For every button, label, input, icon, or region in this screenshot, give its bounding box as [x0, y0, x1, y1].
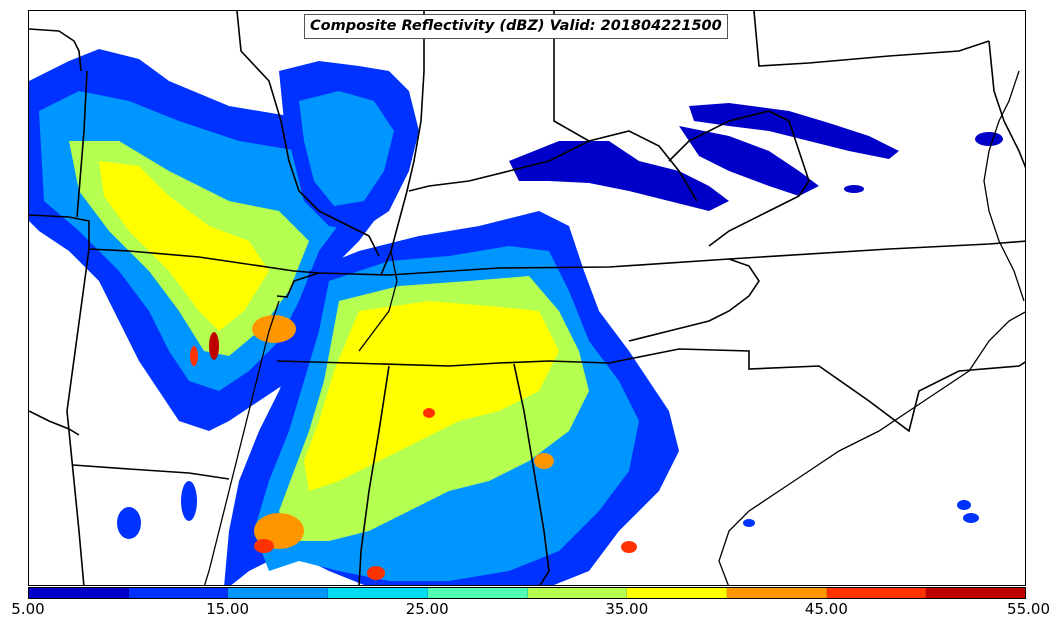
- echo-cell-red-3: [254, 539, 274, 553]
- echo-north-band-1: [689, 103, 899, 159]
- boundary-line: [380, 11, 425, 276]
- colorbar-segment-3: [328, 588, 428, 598]
- coastline: [983, 70, 1025, 302]
- boundary-line: [553, 11, 590, 142]
- colorbar-segment-4: [427, 588, 528, 598]
- boundary-line: [76, 70, 88, 218]
- map-title: Composite Reflectivity (dBZ) Valid: 2018…: [304, 14, 728, 39]
- echo-north-band-4-inner: [299, 91, 394, 206]
- colorbar-segment-9: [926, 588, 1026, 598]
- boundary-line: [66, 248, 90, 585]
- echo-cell-orange-3: [534, 453, 554, 469]
- echo-north-band-3: [679, 126, 819, 196]
- colorbar: [28, 587, 1026, 599]
- boundary-line: [276, 348, 1025, 433]
- echo-cell-red-5: [423, 408, 435, 418]
- echo-small-1: [957, 500, 971, 510]
- boundary-line: [358, 365, 390, 585]
- coastline: [358, 250, 398, 352]
- echo-central-band-hot: [304, 301, 559, 491]
- colorbar-tick-label: 15.00: [206, 600, 250, 618]
- boundary-line: [29, 410, 80, 436]
- echo-small-5: [117, 507, 141, 539]
- echo-small-7: [743, 519, 755, 527]
- colorbar-tick-label: 35.00: [605, 600, 649, 618]
- boundary-line: [513, 363, 550, 585]
- echo-west-band-hot: [99, 161, 269, 331]
- echo-cell-red-2: [190, 346, 198, 366]
- echo-small-4: [844, 185, 864, 193]
- colorbar-segment-7: [726, 588, 827, 598]
- coastline: [718, 311, 1025, 585]
- boundary-line: [988, 40, 1025, 169]
- colorbar-segment-8: [826, 588, 927, 598]
- colorbar-segment-6: [627, 588, 727, 598]
- echo-cell-red-1: [209, 332, 219, 360]
- colorbar-segment-5: [527, 588, 628, 598]
- boundary-line: [408, 130, 698, 202]
- colorbar-tick-label: 55.00: [1007, 600, 1050, 618]
- echo-cell-orange-1: [252, 315, 296, 343]
- boundary-line: [29, 28, 82, 72]
- echo-cell-red-6: [621, 541, 637, 553]
- boundary-line: [753, 11, 990, 67]
- colorbar-segment-2: [228, 588, 329, 598]
- boundary-line: [72, 464, 230, 480]
- colorbar-tick-label: 25.00: [405, 600, 449, 618]
- echo-cell-red-4: [367, 566, 385, 580]
- coastline: [203, 300, 280, 585]
- map-panel: [28, 10, 1026, 586]
- colorbar-tick-label: 5.00: [11, 600, 45, 618]
- colorbar-segment-0: [29, 588, 129, 598]
- colorbar-tick-label: 45.00: [804, 600, 848, 618]
- boundary-line: [236, 11, 380, 257]
- boundary-line: [668, 110, 810, 247]
- boundary-line: [276, 272, 320, 298]
- reflectivity-map: [29, 11, 1025, 585]
- state-boundaries: [29, 11, 1025, 585]
- echo-north-band-2: [509, 141, 729, 211]
- colorbar-segment-1: [128, 588, 229, 598]
- coastlines: [203, 70, 1025, 585]
- echo-small-6: [181, 481, 197, 521]
- echo-small-2: [963, 513, 979, 523]
- boundary-line: [628, 258, 760, 342]
- echo-small-3: [975, 132, 1003, 146]
